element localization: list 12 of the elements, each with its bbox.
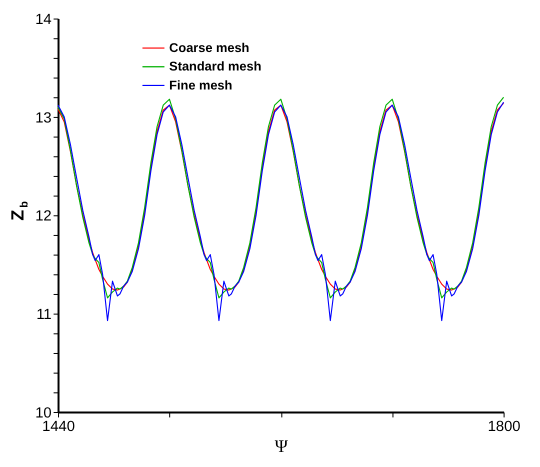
legend-label: Coarse mesh: [169, 40, 250, 55]
y-axis-title: Zb: [8, 200, 31, 221]
legend-label: Standard mesh: [169, 58, 262, 74]
y-tick-label: 10: [35, 405, 52, 422]
x-tick-label: 1800: [488, 419, 521, 436]
legend-label: Fine mesh: [169, 77, 232, 92]
y-tick-label: 14: [35, 12, 52, 28]
y-tick-label: 12: [35, 208, 52, 225]
x-axis-title: Ψ: [274, 436, 288, 456]
y-tick-label: 11: [36, 307, 52, 324]
x-tick-label: 1440: [42, 419, 75, 436]
y-tick-label: 13: [35, 110, 52, 126]
